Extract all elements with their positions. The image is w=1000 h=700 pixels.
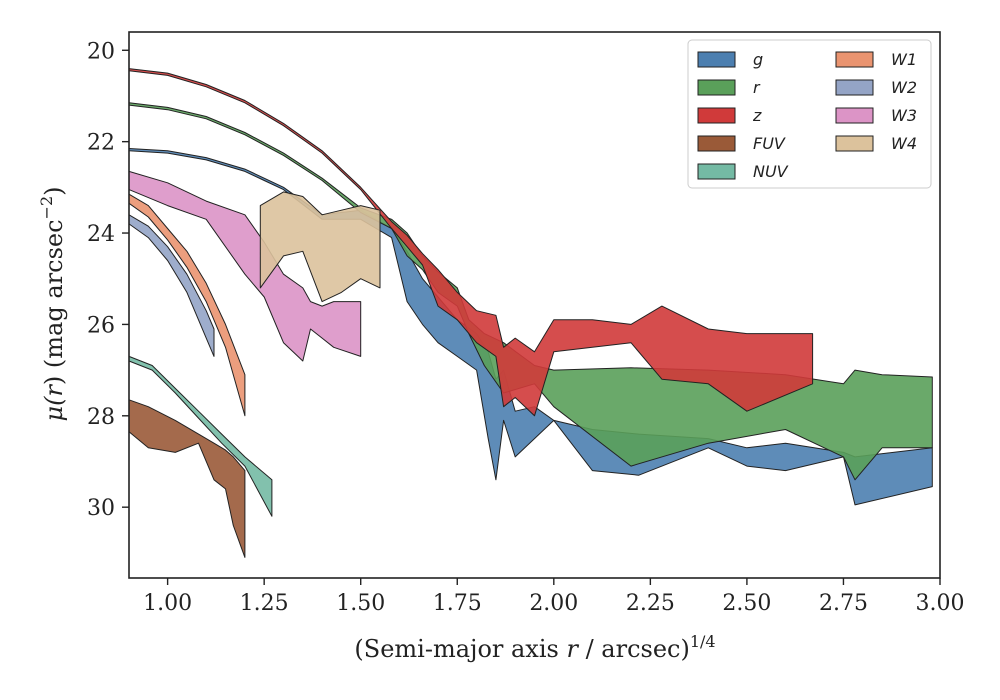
band-layer xyxy=(128,68,933,558)
plot-frame xyxy=(128,31,941,579)
band-w3 xyxy=(128,170,362,362)
legend-swatch-w2 xyxy=(835,79,874,96)
legend-swatch-w3 xyxy=(835,107,874,124)
x-tick-label: 2.25 xyxy=(626,591,675,616)
legend: grz FUV NUV W1 W2 W3 W4 xyxy=(687,39,932,189)
y-axis-label: μ(r) (mag arcsec−2) xyxy=(37,186,68,421)
legend-swatch-fuv xyxy=(697,135,736,152)
x-tick-label: 2.50 xyxy=(722,591,771,616)
x-axis-label: (Semi-major axis r / arcsec)1/4 xyxy=(354,632,715,663)
band-g xyxy=(128,148,933,506)
legend-swatch-w4 xyxy=(835,135,874,152)
legend-label-w2: W2 xyxy=(891,78,917,97)
legend-label-w3: W3 xyxy=(891,106,917,125)
legend-label-fuv: FUV xyxy=(753,134,786,153)
legend-label-w4: W4 xyxy=(891,134,917,153)
legend-label-z: z xyxy=(752,106,762,125)
y-tick-label: 26 xyxy=(87,313,115,338)
band-w1 xyxy=(128,193,246,417)
legend-swatch-nuv xyxy=(697,163,736,180)
x-tick-label: 3.00 xyxy=(916,591,965,616)
legend-label-r: r xyxy=(753,78,761,97)
legend-swatch-z xyxy=(697,107,736,124)
axes-layer xyxy=(128,31,941,579)
band-z xyxy=(128,68,814,417)
x-tick-label: 1.00 xyxy=(143,591,192,616)
y-tick-label: 20 xyxy=(87,39,115,64)
legend-swatch-g xyxy=(697,51,736,68)
band-w4 xyxy=(259,191,381,303)
legend-label-nuv: NUV xyxy=(753,162,789,181)
legend-label-g: g xyxy=(753,50,763,69)
y-tick-label: 24 xyxy=(87,222,115,247)
legend-swatch-r xyxy=(697,79,736,96)
x-tick-label: 2.75 xyxy=(819,591,868,616)
y-tick-label: 28 xyxy=(87,405,115,430)
legend-label-w1: W1 xyxy=(891,50,917,69)
x-tick-label: 2.00 xyxy=(529,591,578,616)
y-tick-label: 22 xyxy=(87,131,115,156)
band-fuv xyxy=(128,399,246,558)
x-tick-label: 1.75 xyxy=(433,591,482,616)
x-tick-label: 1.25 xyxy=(240,591,289,616)
tick-layer: 1.00 1.25 1.50 1.75 2.00 2.25 2.50 2.75 3.00 20 22… xyxy=(87,39,964,616)
band-nuv xyxy=(128,355,273,517)
y-tick-label: 30 xyxy=(87,496,115,521)
x-tick-label: 1.50 xyxy=(336,591,385,616)
legend-swatch-w1 xyxy=(835,51,874,68)
band-w2 xyxy=(128,214,215,357)
